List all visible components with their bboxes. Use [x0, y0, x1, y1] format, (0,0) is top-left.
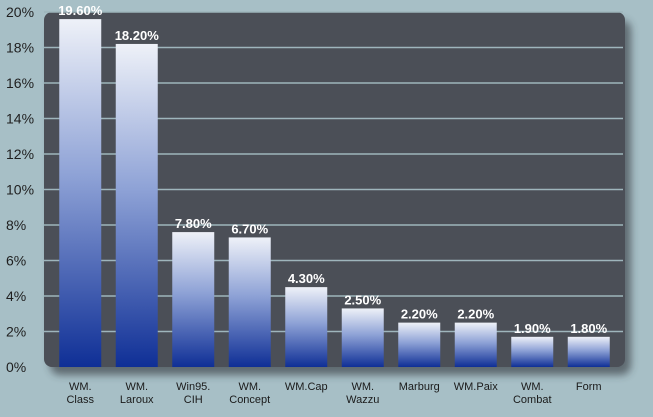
- x-tick-label: Win95. CIH: [176, 381, 210, 406]
- x-tick-label: WM. Wazzu: [346, 381, 379, 406]
- x-tick-label: WM. Concept: [229, 381, 270, 406]
- bar: [115, 43, 158, 367]
- data-label: 7.80%: [175, 216, 212, 231]
- bar: [59, 19, 102, 367]
- bar: [341, 308, 384, 367]
- x-tick-label: WM.Cap: [285, 381, 328, 393]
- y-tick-label: 12%: [6, 146, 34, 162]
- x-tick-label: WM. Laroux: [120, 381, 154, 406]
- y-tick-label: 14%: [6, 111, 34, 127]
- data-labels: 19.60% 18.20% 7.80% 6.70% 4.30% 2.50% 2.20% 2.2…: [58, 3, 607, 336]
- x-tick-label: WM.Paix: [454, 381, 499, 393]
- y-tick-label: 16%: [6, 75, 34, 91]
- y-tick-label: 20%: [6, 4, 34, 20]
- data-label: 1.80%: [570, 321, 607, 336]
- bar: [172, 232, 215, 367]
- y-tick-label: 6%: [6, 253, 26, 269]
- y-tick-label: 4%: [6, 288, 26, 304]
- bar: [454, 322, 497, 367]
- bar: [567, 336, 610, 367]
- y-tick-label: 0%: [6, 359, 26, 375]
- bar: [285, 287, 328, 367]
- data-label: 18.20%: [115, 28, 160, 43]
- y-tick-label: 10%: [6, 182, 34, 198]
- x-tick-label: WM. Combat: [513, 381, 552, 406]
- bar: [398, 322, 441, 367]
- y-tick-label: 18%: [6, 40, 34, 56]
- y-tick-label: 2%: [6, 324, 26, 340]
- data-label: 2.20%: [401, 307, 438, 322]
- bar: [511, 336, 554, 367]
- bar: [228, 237, 271, 367]
- y-tick-label: 8%: [6, 217, 26, 233]
- data-label: 1.90%: [514, 321, 551, 336]
- bars: [59, 19, 610, 367]
- data-label: 2.50%: [344, 292, 381, 307]
- x-tick-label: Form: [576, 381, 602, 393]
- x-tick-label: Marburg: [399, 381, 440, 393]
- y-axis: 0% 2% 4% 6% 8% 10% 12% 14% 16% 18% 20%: [6, 4, 34, 375]
- x-tick-label: WM. Class: [66, 381, 94, 406]
- data-label: 19.60%: [58, 3, 103, 18]
- data-label: 2.20%: [457, 307, 494, 322]
- data-label: 6.70%: [231, 221, 268, 236]
- x-axis: WM. Class WM. Laroux Win95. CIH WM. Concept WM.C…: [66, 381, 601, 406]
- data-label: 4.30%: [288, 271, 325, 286]
